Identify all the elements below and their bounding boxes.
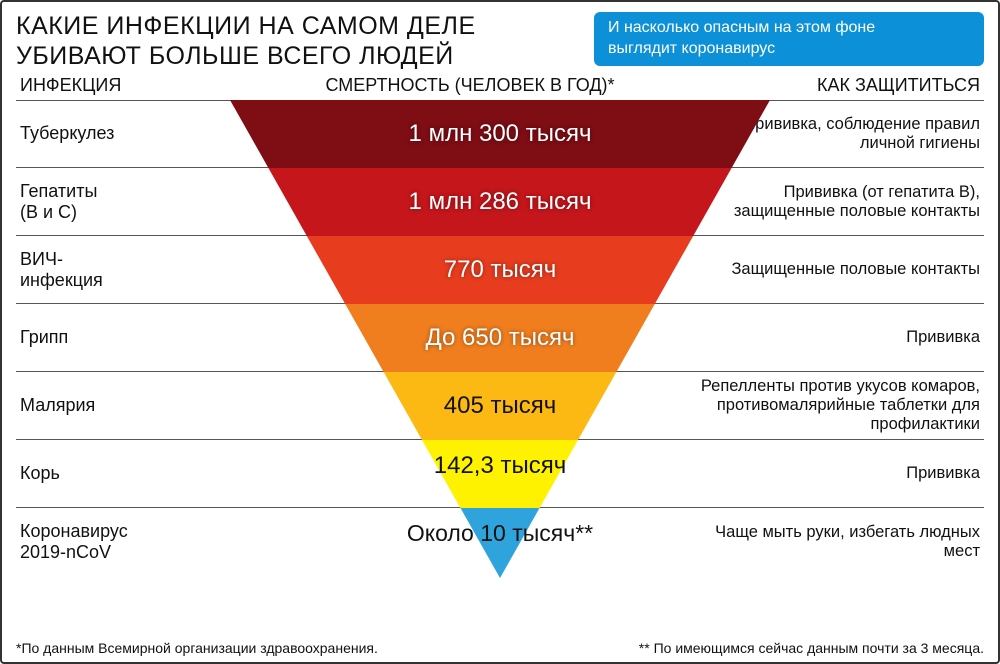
- funnel-band: [460, 508, 539, 578]
- infection-name: Туберкулез: [16, 123, 246, 144]
- funnel-band: [307, 236, 693, 304]
- infection-name: Гепатиты(B и C): [16, 181, 246, 222]
- infection-name: Корь: [16, 463, 246, 484]
- footnote-right: ** По имеющимся сейчас данным почти за 3…: [639, 640, 984, 656]
- funnel-band: [345, 304, 655, 372]
- title-line2: УБИВАЮТ БОЛЬШЕ ВСЕГО ЛЮДЕЙ: [16, 42, 454, 70]
- footnotes: *По данным Всемирной организации здравоо…: [16, 640, 984, 656]
- infection-name: Коронавирус2019-nCoV: [16, 521, 246, 562]
- funnel-chart: ТуберкулезПрививка, соблюдение правил ли…: [16, 100, 984, 578]
- funnel-band: [422, 440, 578, 508]
- callout-line2: выглядит коронавирус: [608, 40, 775, 57]
- funnel-band: [230, 100, 770, 168]
- callout-line1: И насколько опасным на этом фоне: [608, 19, 875, 36]
- main-title: КАКИЕ ИНФЕКЦИИ НА САМОМ ДЕЛЕ УБИВАЮТ БОЛ…: [16, 12, 476, 71]
- funnel-band: [268, 168, 731, 236]
- col-header-mortality: СМЕРТНОСТЬ (ЧЕЛОВЕК В ГОД)*: [246, 75, 694, 96]
- callout-box: И насколько опасным на этом фоне выгляди…: [594, 12, 984, 66]
- column-headers: ИНФЕКЦИЯ СМЕРТНОСТЬ (ЧЕЛОВЕК В ГОД)* КАК…: [16, 75, 984, 96]
- funnel-band: [384, 372, 617, 440]
- infection-name: Грипп: [16, 327, 246, 348]
- funnel-triangle: [230, 100, 770, 578]
- title-line1: КАКИЕ ИНФЕКЦИИ НА САМОМ ДЕЛЕ: [16, 12, 476, 40]
- footnote-left: *По данным Всемирной организации здравоо…: [16, 640, 378, 656]
- col-header-protection: КАК ЗАЩИТИТЬСЯ: [694, 75, 984, 96]
- infection-name: ВИЧ-инфекция: [16, 249, 246, 290]
- col-header-infection: ИНФЕКЦИЯ: [16, 75, 246, 96]
- infographic-container: КАКИЕ ИНФЕКЦИИ НА САМОМ ДЕЛЕ УБИВАЮТ БОЛ…: [0, 0, 1000, 664]
- header: КАКИЕ ИНФЕКЦИИ НА САМОМ ДЕЛЕ УБИВАЮТ БОЛ…: [16, 12, 984, 71]
- infection-name: Малярия: [16, 395, 246, 416]
